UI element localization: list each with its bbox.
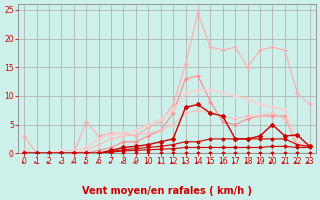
X-axis label: Vent moyen/en rafales ( km/h ): Vent moyen/en rafales ( km/h ) xyxy=(82,186,252,196)
